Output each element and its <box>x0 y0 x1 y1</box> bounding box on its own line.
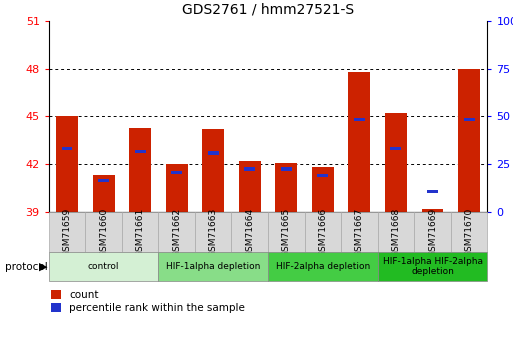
Text: GSM71659: GSM71659 <box>63 207 71 257</box>
FancyBboxPatch shape <box>49 253 159 280</box>
Bar <box>354 118 365 121</box>
Bar <box>422 209 443 212</box>
Bar <box>202 129 224 212</box>
FancyBboxPatch shape <box>268 212 305 252</box>
Bar <box>281 167 292 171</box>
FancyBboxPatch shape <box>49 212 85 252</box>
FancyBboxPatch shape <box>231 212 268 252</box>
Bar <box>171 170 182 174</box>
FancyBboxPatch shape <box>159 212 195 252</box>
Text: GSM71663: GSM71663 <box>209 207 218 257</box>
FancyBboxPatch shape <box>378 253 487 280</box>
Text: GSM71660: GSM71660 <box>99 207 108 257</box>
Bar <box>92 176 114 212</box>
Text: GSM71666: GSM71666 <box>319 207 327 257</box>
Bar <box>312 168 334 212</box>
FancyBboxPatch shape <box>451 212 487 252</box>
Bar <box>239 161 261 212</box>
Bar <box>166 164 188 212</box>
Bar <box>208 151 219 155</box>
FancyBboxPatch shape <box>378 212 414 252</box>
Bar <box>129 128 151 212</box>
Text: HIF-1alpha HIF-2alpha
depletion: HIF-1alpha HIF-2alpha depletion <box>383 257 483 276</box>
Bar <box>390 147 402 150</box>
Bar <box>464 118 475 121</box>
Legend: count, percentile rank within the sample: count, percentile rank within the sample <box>51 290 245 313</box>
Text: control: control <box>88 262 120 271</box>
Text: GSM71668: GSM71668 <box>391 207 401 257</box>
Bar <box>275 163 297 212</box>
Bar <box>62 147 72 150</box>
Text: ▶: ▶ <box>38 262 47 272</box>
FancyBboxPatch shape <box>195 212 231 252</box>
Text: protocol: protocol <box>5 262 48 272</box>
Bar <box>134 150 146 153</box>
FancyBboxPatch shape <box>341 212 378 252</box>
Bar <box>56 117 78 212</box>
Bar <box>98 178 109 182</box>
Text: GSM71661: GSM71661 <box>135 207 145 257</box>
Bar <box>244 167 255 171</box>
Text: GSM71665: GSM71665 <box>282 207 291 257</box>
Text: GSM71664: GSM71664 <box>245 207 254 257</box>
Text: HIF-1alpha depletion: HIF-1alpha depletion <box>166 262 261 271</box>
Bar <box>458 69 480 212</box>
Text: GSM71670: GSM71670 <box>465 207 473 257</box>
FancyBboxPatch shape <box>159 253 268 280</box>
FancyBboxPatch shape <box>305 212 341 252</box>
Text: GSM71662: GSM71662 <box>172 207 181 257</box>
Text: GSM71669: GSM71669 <box>428 207 437 257</box>
Bar <box>385 113 407 212</box>
FancyBboxPatch shape <box>85 212 122 252</box>
Text: GSM71667: GSM71667 <box>355 207 364 257</box>
Bar <box>318 174 328 177</box>
FancyBboxPatch shape <box>268 253 378 280</box>
Title: GDS2761 / hmm27521-S: GDS2761 / hmm27521-S <box>182 3 354 17</box>
Bar <box>348 72 370 212</box>
Text: HIF-2alpha depletion: HIF-2alpha depletion <box>276 262 370 271</box>
Bar <box>427 190 438 193</box>
FancyBboxPatch shape <box>122 212 159 252</box>
FancyBboxPatch shape <box>414 212 451 252</box>
